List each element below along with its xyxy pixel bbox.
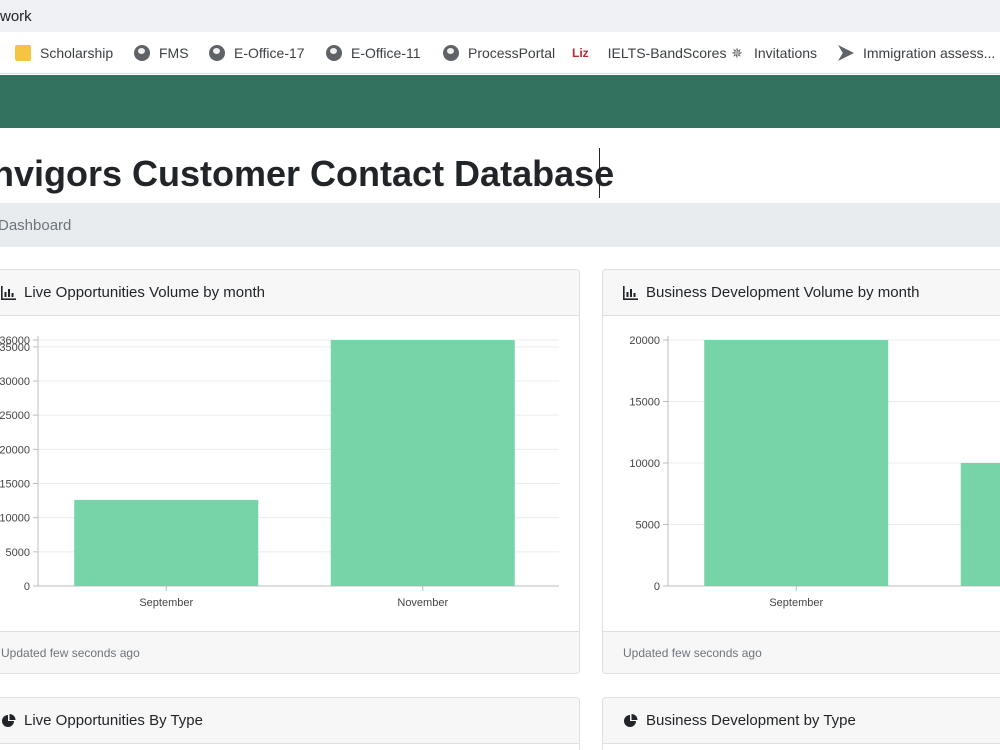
card-title: Business Development Volume by month — [646, 284, 920, 301]
globe-icon — [443, 45, 459, 61]
bookmark-label: E-Office-11 — [351, 45, 421, 61]
browser-tab-strip: work — [0, 0, 1000, 32]
bar[interactable] — [330, 340, 515, 586]
business-development-volume-card: Business Development Volume by month 0 50… — [602, 269, 1000, 674]
y-tick-label: 10000 — [629, 458, 660, 470]
x-tick-label: September — [139, 597, 193, 609]
bookmark-label: E-Office-17 — [234, 45, 305, 61]
page-title: nvigors Customer Contact Database — [0, 153, 615, 194]
bar-chart-icon — [623, 285, 638, 300]
card-title: Live Opportunities Volume by month — [24, 284, 265, 301]
live-opportunities-volume-card: Live Opportunities Volume by month 0 5000… — [0, 269, 580, 674]
bookmark-processportal[interactable]: ProcessPortal — [443, 32, 555, 74]
crest-icon: ✵ — [731, 45, 743, 61]
bookmark-label: ProcessPortal — [468, 45, 556, 61]
y-tick-label: 0 — [24, 581, 30, 593]
updated-text: Updated few seconds ago — [1, 645, 140, 660]
flag-icon — [838, 45, 854, 61]
bookmark-fms[interactable]: FMS — [134, 32, 189, 74]
y-tick-label: 30000 — [0, 376, 30, 388]
y-tick-label: 15000 — [0, 479, 30, 491]
breadcrumb: Dashboard — [0, 203, 1000, 247]
text-cursor — [599, 148, 600, 198]
bar[interactable] — [960, 463, 1000, 586]
x-tick-label: November — [397, 597, 448, 609]
x-tick-label: September — [769, 597, 823, 609]
updated-text: Updated few seconds ago — [623, 645, 762, 660]
card-title: Live Opportunities By Type — [24, 712, 203, 729]
business-development-type-card: Business Development by Type — [602, 697, 1000, 750]
globe-icon — [134, 45, 150, 61]
globe-icon — [209, 45, 225, 61]
live-opportunities-volume-chart: 0 5000 10000 15000 20000 25000 30000 3500036000… — [0, 335, 559, 609]
globe-icon — [326, 45, 342, 61]
card-header: Live Opportunities By Type — [0, 698, 579, 744]
bar[interactable] — [704, 340, 889, 586]
bar[interactable] — [74, 499, 259, 586]
live-opportunities-type-card: Live Opportunities By Type — [0, 697, 580, 750]
bookmark-label: Immigration assess... — [863, 45, 996, 61]
y-tick-label: 20000 — [629, 335, 660, 347]
bookmark-label: Scholarship — [40, 45, 114, 61]
y-tick-label: 36000 — [0, 335, 30, 347]
browser-tab-title[interactable]: work — [0, 8, 32, 25]
y-tick-label: 20000 — [0, 444, 30, 456]
card-header: Business Development by Type — [603, 698, 1000, 744]
y-tick-label: 35000 — [0, 342, 30, 354]
pie-chart-icon — [624, 713, 638, 727]
bookmark-label: FMS — [159, 45, 189, 61]
bookmark-ielts-bandscores[interactable]: Liz IELTS-BandScores — [572, 32, 726, 74]
bookmark-e-office-17[interactable]: E-Office-17 — [209, 32, 305, 74]
bookmark-label: IELTS-BandScores — [607, 45, 727, 61]
bookmark-e-office-11[interactable]: E-Office-11 — [326, 32, 421, 74]
card-footer: Updated few seconds ago — [0, 631, 579, 673]
card-header: Business Development Volume by month — [603, 270, 1000, 316]
card-header: Live Opportunities Volume by month — [0, 270, 579, 316]
folder-icon — [15, 45, 31, 61]
y-tick-label: 10000 — [0, 513, 30, 525]
card-footer: Updated few seconds ago — [603, 631, 1000, 673]
breadcrumb-dashboard[interactable]: Dashboard — [0, 217, 72, 234]
bookmark-invitations[interactable]: ✵ Invitations — [729, 32, 817, 74]
bar-chart-icon — [1, 285, 16, 300]
bookmark-immigration[interactable]: Immigration assess... — [838, 32, 995, 74]
bookmarks-bar: Scholarship FMS E-Office-17 E-Office-11 … — [0, 32, 1000, 74]
card-title: Business Development by Type — [646, 712, 856, 729]
y-tick-label: 25000 — [0, 410, 30, 422]
liz-logo-icon: Liz — [572, 46, 589, 60]
app-navbar — [0, 75, 1000, 128]
business-development-volume-chart: 0 5000 10000 15000 20000 September — [629, 335, 1000, 609]
pie-chart-icon — [2, 713, 16, 727]
y-tick-label: 5000 — [636, 520, 660, 532]
y-tick-label: 0 — [654, 581, 660, 593]
y-tick-label: 15000 — [629, 397, 660, 409]
bookmark-scholarship[interactable]: Scholarship — [15, 32, 113, 74]
bookmark-label: Invitations — [754, 45, 818, 61]
y-tick-label: 5000 — [6, 547, 30, 559]
